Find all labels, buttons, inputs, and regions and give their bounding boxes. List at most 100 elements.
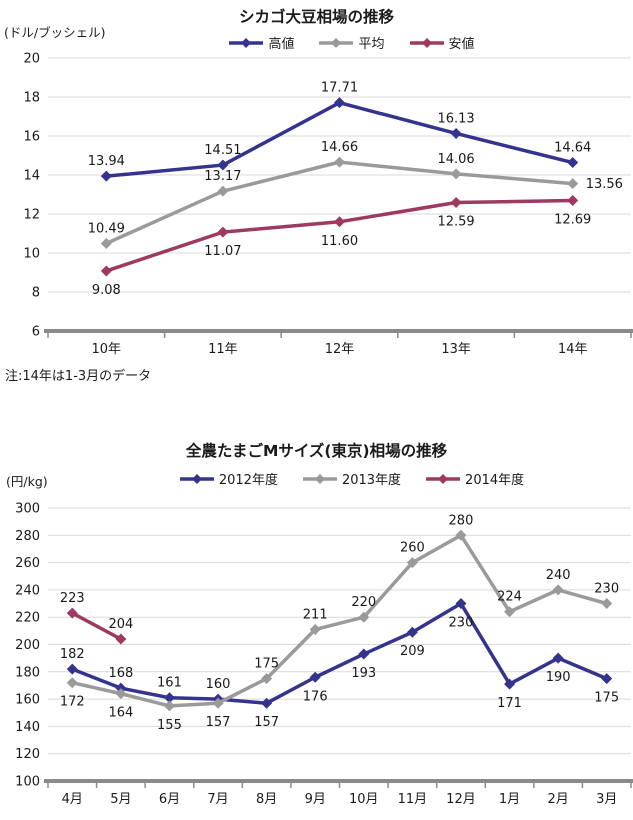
diamond-marker xyxy=(217,185,229,197)
data-label: 16.13 xyxy=(437,111,474,126)
diamond-marker xyxy=(261,697,273,709)
diamond-marker xyxy=(66,663,78,675)
data-label: 157 xyxy=(254,715,279,730)
data-label: 11.07 xyxy=(204,244,241,259)
data-label: 10.49 xyxy=(88,221,125,236)
diamond-marker xyxy=(450,196,462,208)
diamond-marker xyxy=(334,156,345,168)
data-label: 280 xyxy=(449,513,474,528)
soybean-legend: 高値 平均 安値 xyxy=(70,33,633,52)
diamond-marker xyxy=(217,159,229,171)
y-axis-tick-label: 180 xyxy=(15,665,40,680)
legend-label: 安値 xyxy=(448,37,475,52)
diamond-marker xyxy=(552,652,564,664)
y-axis-tick-label: 14 xyxy=(23,169,40,184)
data-label: 12.69 xyxy=(554,213,591,228)
x-axis-category-label: 9月 xyxy=(305,792,326,807)
data-label: 161 xyxy=(157,676,182,691)
data-label: 157 xyxy=(206,715,231,730)
egg-unit-label: (円/kg) xyxy=(6,474,48,489)
diamond-marker xyxy=(358,648,370,660)
diamond-marker xyxy=(455,529,467,541)
diamond-marker xyxy=(66,677,78,689)
data-label: 204 xyxy=(108,617,133,632)
diamond-marker xyxy=(450,127,462,139)
series-line xyxy=(71,611,122,641)
data-label: 12.59 xyxy=(437,214,474,229)
legend-item: 2013年度 xyxy=(302,469,401,488)
y-axis-tick-label: 8 xyxy=(32,286,40,301)
y-axis-tick-label: 220 xyxy=(15,611,40,626)
data-label: 193 xyxy=(351,666,376,681)
soybean-chart-note: 注:14年は1-3月のデータ xyxy=(5,369,152,384)
legend-marker-icon xyxy=(319,37,354,48)
data-label: 171 xyxy=(497,696,522,711)
y-axis-tick-label: 120 xyxy=(15,747,40,762)
data-label: 13.56 xyxy=(586,177,623,192)
data-label: 14.66 xyxy=(321,140,358,155)
data-label: 155 xyxy=(157,718,182,733)
soybean-unit-label: (ドル/ブッシェル) xyxy=(4,25,106,40)
y-axis-tick-label: 18 xyxy=(23,91,40,106)
y-axis-tick-label: 140 xyxy=(15,720,40,735)
diamond-marker xyxy=(567,195,579,207)
x-axis-category-label: 4月 xyxy=(62,792,83,807)
diamond-marker xyxy=(358,611,370,623)
diamond-marker xyxy=(567,178,579,190)
x-axis-category-label: 1月 xyxy=(499,792,520,807)
x-axis-category-label: 10年 xyxy=(92,342,122,357)
x-axis-category-label: 12年 xyxy=(325,342,355,357)
egg-chart-title: 全農たまごMサイズ(東京)相場の推移 xyxy=(185,442,448,460)
legend-marker-icon xyxy=(426,473,461,484)
data-label: 14.06 xyxy=(437,152,474,167)
diamond-marker xyxy=(309,623,321,635)
y-axis-tick-label: 160 xyxy=(15,693,40,708)
diamond-marker xyxy=(115,633,127,645)
legend-label: 2012年度 xyxy=(218,473,278,488)
diamond-marker xyxy=(334,97,345,109)
data-label: 182 xyxy=(60,647,85,662)
y-axis-tick-label: 6 xyxy=(32,325,40,340)
legend-item: 平均 xyxy=(318,33,385,52)
y-axis-tick-label: 20 xyxy=(23,52,40,67)
legend-item: 2014年度 xyxy=(425,469,524,488)
soybean-chart-plot: 6 8 10 12 14 16 18 20 10年 11年 12年 13年 14年 13.94 14.51 1… xyxy=(23,52,633,357)
legend-label: 2013年度 xyxy=(341,473,402,488)
diamond-marker xyxy=(115,688,127,700)
data-label: 14.51 xyxy=(204,143,241,158)
diamond-marker xyxy=(601,673,613,685)
x-axis-category-label: 5月 xyxy=(110,792,131,807)
x-axis-category-label: 6月 xyxy=(159,792,180,807)
legend-label: 高値 xyxy=(268,37,295,52)
legend-label: 2014年度 xyxy=(465,473,525,488)
diamond-marker xyxy=(406,626,418,638)
x-axis-category-label: 7月 xyxy=(207,792,228,807)
diamond-marker xyxy=(217,226,229,238)
egg-legend: 2012年度 2013年度 2014年度 xyxy=(70,469,633,488)
data-label: 240 xyxy=(546,568,571,583)
x-axis-category-label: 13年 xyxy=(441,342,471,357)
diamond-marker xyxy=(601,598,613,610)
y-axis-tick-label: 16 xyxy=(23,130,40,145)
diamond-marker xyxy=(100,237,112,249)
data-label: 209 xyxy=(400,644,425,659)
y-axis-tick-label: 300 xyxy=(15,502,40,517)
data-label: 175 xyxy=(254,657,279,672)
diamond-marker xyxy=(309,671,321,683)
x-axis-category-label: 11月 xyxy=(398,792,428,807)
y-axis-tick-label: 260 xyxy=(15,556,40,571)
legend-item: 安値 xyxy=(409,33,475,52)
y-axis-tick-label: 100 xyxy=(15,775,40,790)
data-label: 13.17 xyxy=(204,169,241,184)
diamond-marker xyxy=(567,157,579,169)
data-label: 13.94 xyxy=(88,154,125,169)
x-axis-category-label: 8月 xyxy=(256,792,277,807)
soybean-chart-title: シカゴ大豆相場の推移 xyxy=(238,8,394,26)
diamond-marker xyxy=(450,168,462,180)
egg-chart-section: 全農たまごMサイズ(東京)相場の推移 (円/kg) 2012年度 2013年度 20… xyxy=(0,432,633,820)
data-label: 9.08 xyxy=(92,283,121,298)
data-label: 172 xyxy=(60,695,85,710)
x-axis-category-label: 2月 xyxy=(547,792,568,807)
diamond-marker xyxy=(100,170,112,182)
